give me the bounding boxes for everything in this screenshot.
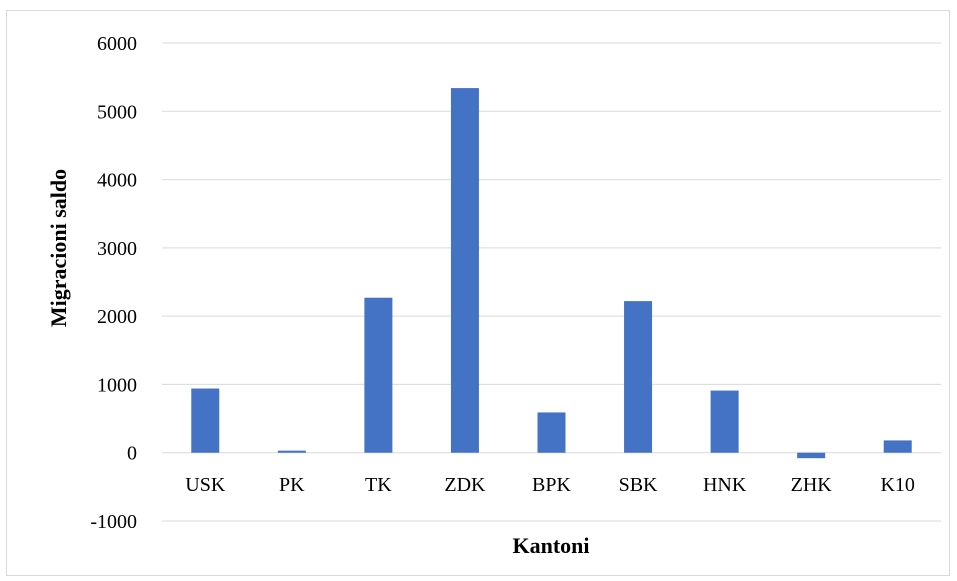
x-axis-categories: USK PK TK ZDK BPK SBK HNK ZHK K10 [185,474,915,496]
y-tick-label: 1000 [97,374,137,396]
category-label: TK [365,474,392,496]
category-label: ZDK [444,474,486,496]
y-tick-label: 4000 [97,170,137,192]
y-tick-label: 6000 [97,33,137,55]
y-axis-ticks: -1000 0 1000 2000 3000 4000 5000 6000 [90,33,137,533]
category-label: BPK [532,474,571,496]
bar-bpk [537,412,566,453]
y-tick-label: 3000 [97,238,137,260]
category-label: HNK [703,474,747,496]
bar-sbk [624,301,653,453]
x-axis-title: Kantoni [512,533,589,558]
bars [191,88,912,459]
y-tick-label: 2000 [97,306,137,328]
bar-pk [277,450,306,453]
bar-tk [364,297,393,453]
category-label: K10 [880,474,914,496]
category-label: USK [185,474,226,496]
bar-usk [191,388,220,453]
category-label: ZHK [791,474,833,496]
category-label: SBK [619,474,658,496]
bar-zdk [450,88,479,453]
category-label: PK [279,474,305,496]
bar-k10 [883,440,912,453]
bar-hnk [710,390,739,453]
y-tick-label: -1000 [90,511,137,533]
y-axis-title: Migracioni saldo [46,169,71,327]
y-tick-label: 5000 [97,101,137,123]
bar-zhk [797,452,826,459]
y-tick-label: 0 [127,443,137,465]
